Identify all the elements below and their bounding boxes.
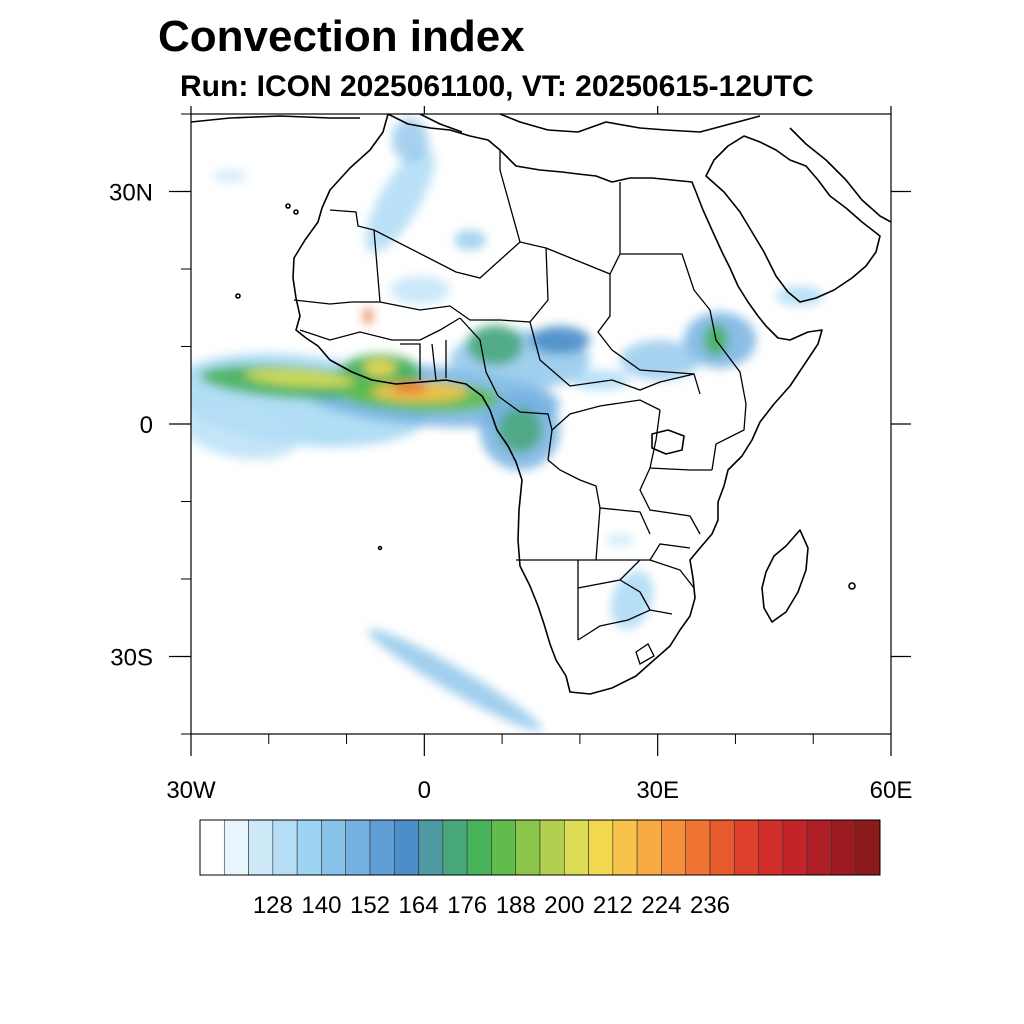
colorbar-swatch xyxy=(709,819,735,876)
colorbar-label: 128 xyxy=(253,892,293,919)
country-borders xyxy=(293,150,747,665)
axis-ticks: 30W 0 30E 60E 30N 0 30S xyxy=(109,106,912,804)
map-title: Convection index xyxy=(158,12,525,61)
colorbar-swatch xyxy=(831,819,857,876)
convection-cell xyxy=(454,230,486,250)
convection-cell xyxy=(530,326,590,354)
convection-cell xyxy=(191,400,300,460)
colorbar-frame xyxy=(199,819,881,876)
colorbar-swatch xyxy=(199,819,225,876)
colorbar-swatch xyxy=(855,819,881,876)
convection-cell xyxy=(368,628,542,732)
island xyxy=(848,582,856,590)
colorbar-label: 140 xyxy=(301,892,341,919)
colorbar-swatch xyxy=(758,819,784,876)
convection-cell xyxy=(364,308,372,324)
colorbar-label: 200 xyxy=(544,892,584,919)
arabia-coastline xyxy=(705,135,881,303)
colorbar-swatch xyxy=(466,819,492,876)
colorbar-swatch xyxy=(563,819,589,876)
madagascar-coastline xyxy=(761,529,809,623)
africa-coastline xyxy=(292,114,823,695)
convection-cell xyxy=(390,276,450,304)
island xyxy=(377,545,383,551)
colorbar-swatch xyxy=(515,819,541,876)
convection-cell xyxy=(610,570,654,630)
colorbar-label: 236 xyxy=(690,892,730,919)
x-tick-label: 60E xyxy=(870,777,913,804)
convection-cell xyxy=(392,118,428,162)
y-tick-label: 30N xyxy=(109,180,153,207)
colorbar-swatch xyxy=(636,819,662,876)
gulf-coastline xyxy=(789,127,891,223)
colorbar-swatch xyxy=(248,819,274,876)
convection-cell xyxy=(364,360,396,376)
y-tick-label: 30S xyxy=(110,645,153,672)
colorbar-swatch xyxy=(442,819,468,876)
colorbar-label: 176 xyxy=(447,892,487,919)
colorbar-swatch xyxy=(685,819,711,876)
convection-cell xyxy=(570,370,630,390)
colorbar-swatch xyxy=(491,819,517,876)
convection-cell xyxy=(776,286,824,306)
convection-cell xyxy=(245,369,355,387)
colorbar-swatch xyxy=(782,819,808,876)
colorbar-label: 152 xyxy=(350,892,390,919)
colorbar-swatch xyxy=(272,819,298,876)
convection-cell xyxy=(467,325,523,365)
colorbar-swatch xyxy=(418,819,444,876)
island xyxy=(235,293,241,299)
map-subtitle: Run: ICON 2025061100, VT: 20250615-12UTC xyxy=(180,70,814,103)
colorbar-swatch xyxy=(369,819,395,876)
island xyxy=(285,203,291,209)
island xyxy=(293,209,299,215)
colorbar-label: 164 xyxy=(399,892,439,919)
colorbar-label: 212 xyxy=(593,892,633,919)
x-tick-label: 30W xyxy=(166,777,216,804)
colorbar-swatch xyxy=(806,819,832,876)
colorbar-swatch xyxy=(588,819,614,876)
convection-cell xyxy=(498,408,542,452)
y-tick-label: 0 xyxy=(140,412,153,439)
colorbar-swatch xyxy=(223,819,249,876)
convection-cell xyxy=(365,147,435,253)
lake-victoria xyxy=(651,429,685,455)
colorbar-label: 224 xyxy=(641,892,681,919)
colorbar-swatch xyxy=(612,819,638,876)
convection-cell xyxy=(606,534,634,546)
colorbar-swatch xyxy=(345,819,371,876)
colorbar-swatch xyxy=(321,819,347,876)
convection-cell xyxy=(212,170,248,182)
colorbar-label: 188 xyxy=(496,892,536,919)
x-tick-label: 0 xyxy=(418,777,431,804)
colorbar-swatch xyxy=(733,819,759,876)
colorbar-swatch xyxy=(539,819,565,876)
x-tick-label: 30E xyxy=(636,777,679,804)
colorbar-swatch xyxy=(296,819,322,876)
europe-coastline xyxy=(191,114,761,133)
colorbar-swatch xyxy=(393,819,419,876)
colorbar-swatch xyxy=(661,819,687,876)
colorbar: 128 140 152 164 176 188 200 212 224 236 xyxy=(199,819,881,919)
convection-cell xyxy=(392,382,428,394)
coastlines xyxy=(191,114,891,695)
